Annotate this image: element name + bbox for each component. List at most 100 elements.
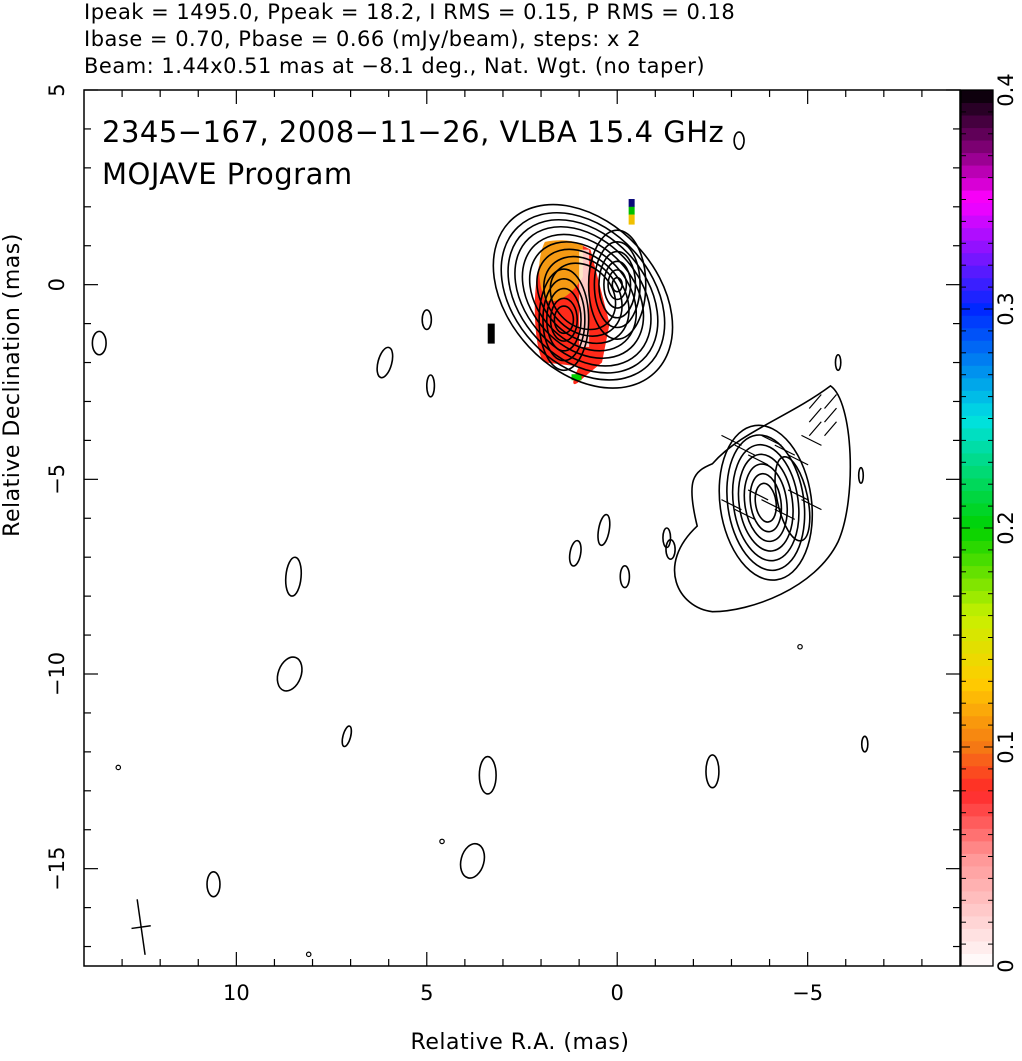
lobe-contour [774,455,811,542]
core-contour [603,260,632,309]
x-axis-label: Relative R.A. (mas) [410,1030,630,1055]
colorbar-band [961,227,993,241]
colorbar-band [961,340,993,354]
colorbar-band [961,715,993,729]
colorbar-tick-label: 0.2 [994,511,1018,544]
colorbar-band [961,440,993,454]
colorbar-band [961,915,993,929]
polarization-edge-pixel [571,374,582,381]
evpa-vector [761,434,782,446]
noise-contour [376,346,394,379]
axes: 10 5 0 −5 5 0 −5 −10 −15 [45,83,960,1005]
core-jet-contour [514,225,652,367]
noise-contour [665,538,676,560]
colorbar-band [961,390,993,404]
y-tick-label: −5 [45,464,69,495]
y-tick-label: 0 [45,278,69,291]
core-contour [611,276,623,293]
evpa-vector [721,434,742,446]
colorbar-band [961,790,993,804]
lobe-contour [743,463,788,543]
noise-contour [425,374,436,398]
lobe-contour [737,453,794,552]
noise-contour [421,309,433,331]
evpa-vector [808,394,822,409]
colorbar-band [961,165,993,179]
evpa-vector [774,444,796,456]
lobe-outer-contour [673,384,852,613]
colorbar-tick-label: 0 [994,959,1018,972]
colorbar-band [961,90,993,104]
colorbar-band [961,553,993,567]
beam-marker [131,899,151,955]
colorbar-band [961,452,993,466]
colorbar-band [961,427,993,441]
colorbar-band [961,928,993,942]
noise-contour [305,951,312,958]
evpa-vector [824,394,837,409]
jet-knot-contour [545,287,582,352]
colorbar-band [961,502,993,516]
evpa-vector [787,489,809,501]
source-annotation: 2345−167, 2008−11−26, VLBA 15.4 GHz [102,115,724,149]
noise-contour [284,556,303,597]
colorbar-band [961,402,993,416]
x-tick-label: 0 [611,981,624,1005]
evpa-vector [787,454,809,466]
core-contour [593,241,641,329]
noise-contour [834,353,842,372]
colorbar-band [961,102,993,116]
noise-contour [860,735,869,753]
colorbar-band [961,240,993,254]
colorbar-band [961,678,993,692]
polarization-gap [579,249,590,347]
core-jet-contour [507,218,659,374]
colorbar-band [961,615,993,629]
evpa-vector [824,421,837,437]
colorbar-band [961,252,993,266]
colorbar-band [961,315,993,329]
lobe-contour [731,443,800,562]
x-tick-label: 5 [420,981,433,1005]
noise-contour [206,870,221,898]
colorbar-band [961,215,993,229]
lobe-contour [754,482,778,523]
colorbar-band [961,590,993,604]
core-contour [607,269,628,301]
colorbar-band [961,778,993,792]
colorbar-band [961,815,993,829]
colorbar-band [961,840,993,854]
jet-knot-contour [538,268,590,372]
colorbar-band [961,828,993,842]
evpa-vector [801,434,822,446]
x-tick-label: 10 [223,981,250,1005]
evpa-vector [721,499,742,511]
polarization-edge-pixel [628,199,635,208]
intensity-contours [91,131,869,958]
noise-contour [478,755,497,795]
colorbar-band [961,565,993,579]
colorbar-band [961,490,993,504]
evpa-vector [808,421,822,437]
colorbar-band [961,415,993,429]
noise-contour [733,131,745,150]
colorbar-band [961,940,993,954]
colorbar-band [961,728,993,742]
evpa-vector [734,444,756,456]
colorbar-band [961,653,993,667]
colorbar-band [961,578,993,592]
colorbar-band [961,465,993,479]
polarization-edge-pixel [628,214,635,225]
colorbar-band [961,377,993,391]
y-tick-label: 5 [45,83,69,96]
noise-contour [276,656,303,692]
polarization-edge-pixel [487,323,495,344]
colorbar-band [961,115,993,129]
colorbar-band [961,365,993,379]
jet-knot-contour [549,297,579,342]
evpa-vector [747,489,769,501]
colorbar-band [961,665,993,679]
noise-contour [341,725,353,748]
colorbar-band [961,515,993,529]
